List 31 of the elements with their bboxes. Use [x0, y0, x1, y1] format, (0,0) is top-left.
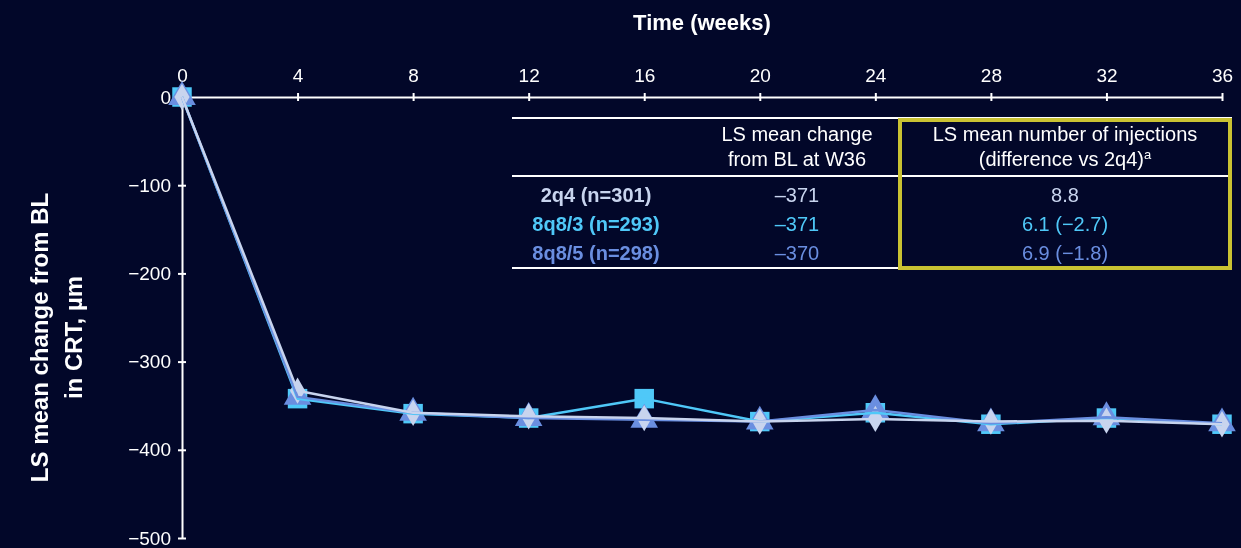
y-tick-label: −300 [128, 351, 171, 373]
text: 8q8/5 (n=298) [532, 242, 660, 264]
x-tick-label: 4 [292, 65, 304, 87]
y-tick-label: −400 [128, 439, 171, 461]
x-tick-label: 20 [749, 65, 771, 87]
y-axis-title: LS mean change from BL in CRT, µm [26, 192, 87, 483]
annotation: –371 [774, 184, 820, 206]
x-tick-label: 12 [518, 65, 540, 87]
x-tick-label: 36 [1211, 65, 1234, 87]
annotation: (difference vs 2q4)$^{a}$ [978, 146, 1153, 170]
text: 2q4 (n=301) [540, 184, 652, 206]
x-tick-label: 0 [177, 65, 188, 87]
x-axis-title: Time (weeks) [633, 10, 771, 35]
annotation: –370 [774, 242, 820, 264]
annotation: 8.8 [1051, 184, 1079, 206]
text: 8q8/3 (n=293) [532, 213, 660, 235]
annotation: 6.1 (−2.7) [1021, 213, 1109, 235]
y-tick-label: −200 [128, 262, 171, 284]
y-tick-label: −100 [128, 174, 171, 196]
x-tick-label: 32 [1096, 65, 1118, 87]
annotation: –371 [774, 213, 820, 235]
x-tick-label: 8 [408, 65, 419, 87]
x-tick-label: 28 [980, 65, 1002, 87]
y-tick-label: 0 [160, 86, 171, 108]
annotation: from BL at W36 [727, 148, 867, 170]
y-tick-label: −500 [128, 527, 171, 548]
annotation: LS mean change [721, 123, 873, 145]
annotation: 6.9 (−1.8) [1021, 242, 1109, 264]
x-tick-label: 16 [634, 65, 656, 87]
annotation: LS mean number of injections [932, 123, 1198, 145]
x-tick-label: 24 [865, 65, 887, 87]
